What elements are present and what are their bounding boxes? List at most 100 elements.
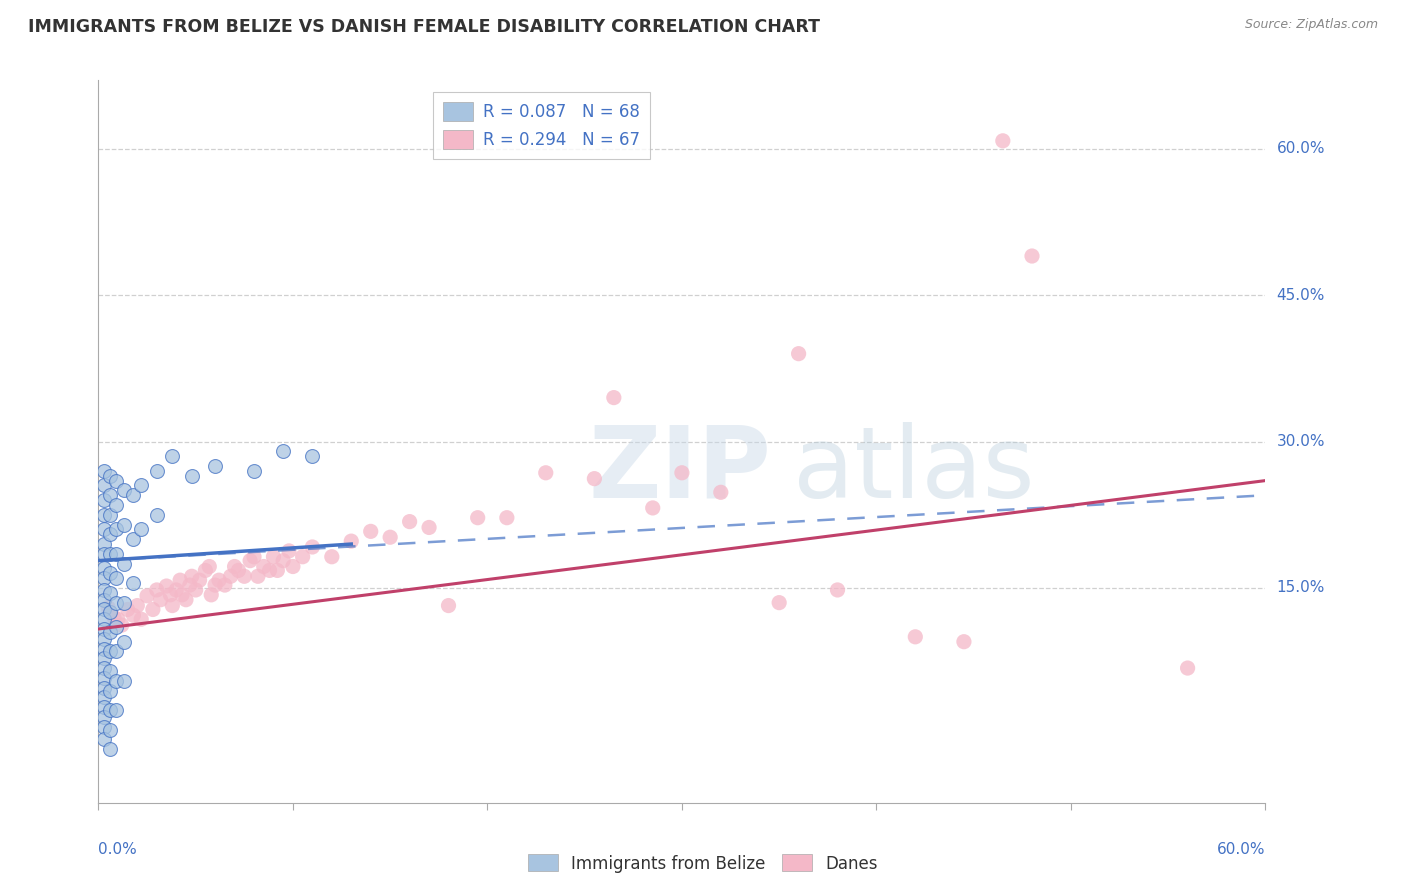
Point xyxy=(93,720,115,734)
Point xyxy=(93,651,115,665)
Point xyxy=(117,602,139,616)
Text: atlas: atlas xyxy=(793,422,1035,519)
Point xyxy=(93,493,115,508)
Point xyxy=(418,520,440,534)
Point xyxy=(603,391,626,405)
Point xyxy=(787,346,810,360)
Point xyxy=(93,710,115,724)
Point xyxy=(98,468,121,483)
Point xyxy=(93,700,115,714)
Point xyxy=(340,534,363,549)
Point xyxy=(93,464,115,478)
Point xyxy=(398,515,420,529)
Point xyxy=(98,742,121,756)
Text: 60.0%: 60.0% xyxy=(1277,141,1324,156)
Point xyxy=(93,478,115,492)
Point xyxy=(98,723,121,737)
Point xyxy=(583,472,606,486)
Point xyxy=(93,537,115,551)
Point xyxy=(129,478,152,492)
Point xyxy=(159,588,181,602)
Point xyxy=(253,559,276,574)
Point xyxy=(122,608,145,623)
Point xyxy=(180,569,202,583)
Text: 45.0%: 45.0% xyxy=(1277,287,1324,302)
Point xyxy=(98,624,121,639)
Point xyxy=(180,468,202,483)
Point xyxy=(104,703,127,717)
Point xyxy=(104,644,127,658)
Point xyxy=(93,641,115,656)
Point xyxy=(194,563,217,577)
Point xyxy=(188,573,211,587)
Point xyxy=(104,498,127,512)
Point xyxy=(281,559,304,574)
Point xyxy=(129,523,152,537)
Point xyxy=(98,644,121,658)
Point xyxy=(768,596,790,610)
Point xyxy=(1177,661,1199,675)
Point xyxy=(162,599,184,613)
Point xyxy=(243,464,266,478)
Point xyxy=(224,559,246,574)
Point xyxy=(112,557,135,571)
Point xyxy=(98,488,121,502)
Point xyxy=(93,592,115,607)
Point xyxy=(98,606,121,620)
Point xyxy=(671,466,693,480)
Point xyxy=(146,464,169,478)
Point xyxy=(104,547,127,561)
Point xyxy=(204,458,226,473)
Point xyxy=(170,588,193,602)
Point xyxy=(246,569,269,583)
Point xyxy=(259,563,281,577)
Point xyxy=(380,530,402,544)
Point xyxy=(98,508,121,522)
Point xyxy=(104,523,127,537)
Point xyxy=(93,561,115,575)
Point xyxy=(991,134,1014,148)
Point xyxy=(93,612,115,626)
Point xyxy=(233,569,256,583)
Point xyxy=(98,586,121,600)
Point xyxy=(112,483,135,498)
Point xyxy=(239,554,262,568)
Point xyxy=(228,563,250,577)
Point xyxy=(184,582,207,597)
Point xyxy=(198,559,221,574)
Point xyxy=(93,602,115,616)
Text: IMMIGRANTS FROM BELIZE VS DANISH FEMALE DISABILITY CORRELATION CHART: IMMIGRANTS FROM BELIZE VS DANISH FEMALE … xyxy=(28,18,820,36)
Point xyxy=(136,589,159,603)
Point xyxy=(93,661,115,675)
Point xyxy=(208,573,231,587)
Point xyxy=(467,510,489,524)
Point xyxy=(169,573,191,587)
Point xyxy=(278,544,301,558)
Point xyxy=(165,582,187,597)
Point xyxy=(174,592,197,607)
Point xyxy=(93,523,115,537)
Text: Source: ZipAtlas.com: Source: ZipAtlas.com xyxy=(1244,18,1378,31)
Text: ZIP: ZIP xyxy=(589,422,772,519)
Point xyxy=(496,510,519,524)
Point xyxy=(953,634,976,648)
Point xyxy=(98,703,121,717)
Legend: Immigrants from Belize, Danes: Immigrants from Belize, Danes xyxy=(522,847,884,880)
Point xyxy=(93,508,115,522)
Point xyxy=(111,618,134,632)
Point xyxy=(112,596,135,610)
Point xyxy=(104,673,127,688)
Point xyxy=(122,532,145,546)
Point xyxy=(104,571,127,585)
Point xyxy=(291,549,314,564)
Point xyxy=(112,673,135,688)
Point xyxy=(129,612,152,626)
Point xyxy=(112,517,135,532)
Point xyxy=(97,600,120,615)
Point xyxy=(360,524,382,539)
Point xyxy=(437,599,460,613)
Point xyxy=(146,582,169,597)
Point xyxy=(98,566,121,581)
Point xyxy=(271,554,294,568)
Point xyxy=(534,466,557,480)
